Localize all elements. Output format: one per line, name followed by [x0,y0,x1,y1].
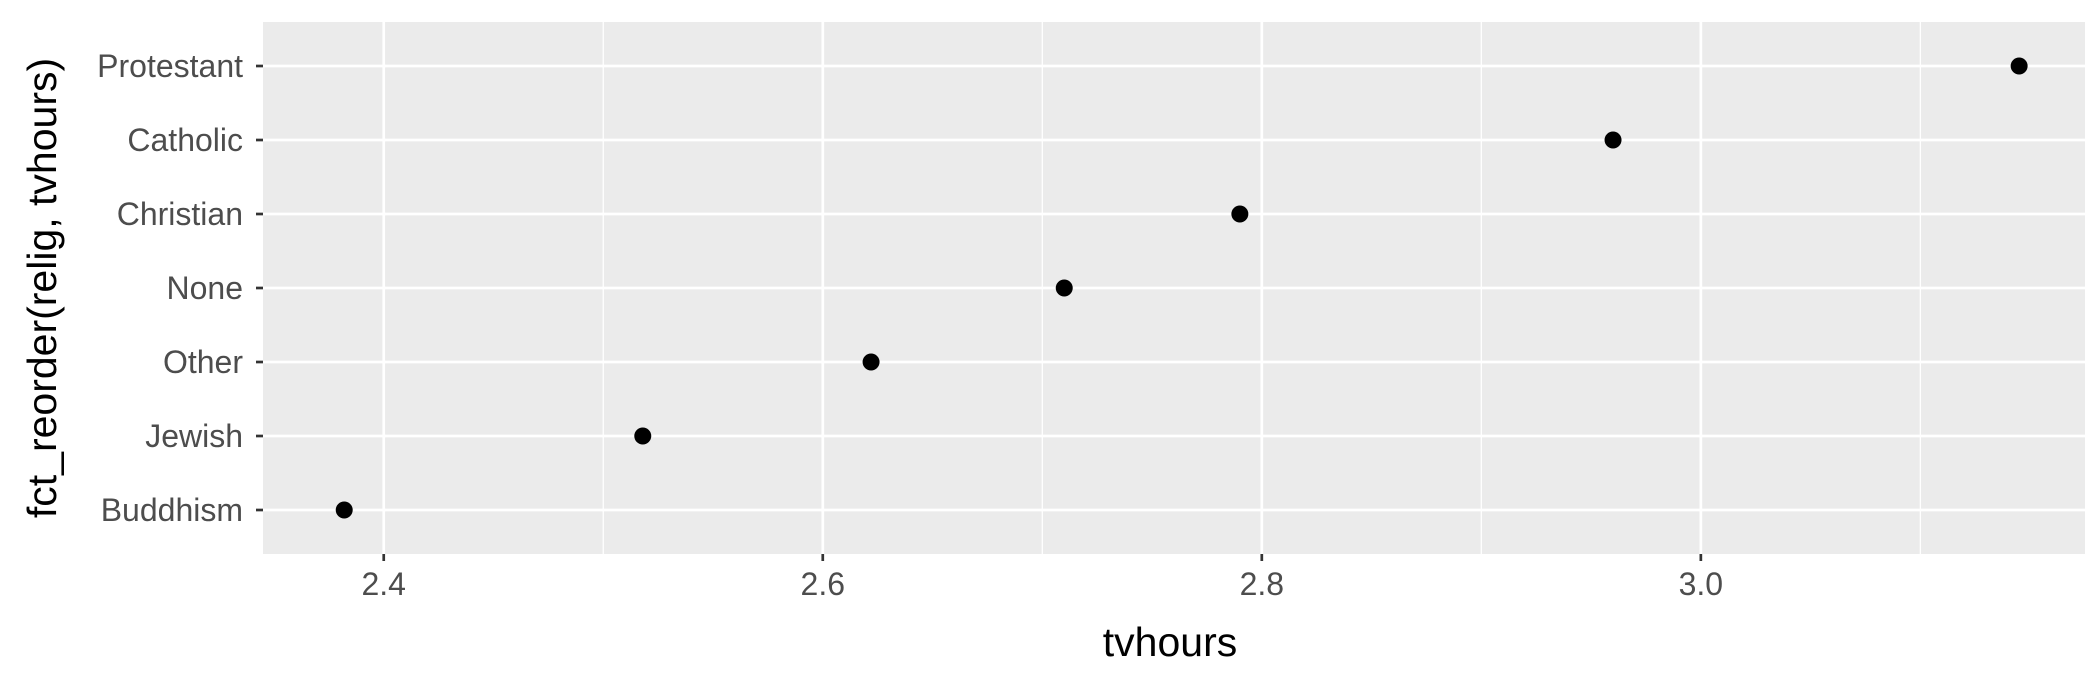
data-points [335,57,2028,519]
y-tick-label: Christian [117,196,243,232]
y-tick-label: Other [163,344,243,380]
y-tick-label: Protestant [97,48,243,84]
x-axis: 2.4 2.6 2.8 3.0 [361,554,1723,602]
y-tick-label: Catholic [127,122,243,158]
y-tick-label: Buddhism [101,492,243,528]
y-axis-title: fct_reorder(relig, tvhours) [19,58,65,518]
data-point [2010,57,2028,75]
major-gridlines [263,22,2085,554]
y-tick-label: None [167,270,244,306]
data-point [862,353,880,371]
data-point [335,501,353,519]
x-axis-title: tvhours [1103,619,1237,665]
x-tick-label: 2.8 [1240,566,1284,602]
x-tick-label: 2.4 [361,566,405,602]
y-axis: Buddhism Jewish Other None Christian Catholic… [97,48,263,528]
data-point [1055,279,1073,297]
x-tick-label: 2.6 [801,566,845,602]
data-point [634,427,652,445]
data-point [1604,131,1622,149]
y-tick-label: Jewish [145,418,243,454]
x-tick-label: 3.0 [1679,566,1723,602]
data-point [1231,205,1249,223]
